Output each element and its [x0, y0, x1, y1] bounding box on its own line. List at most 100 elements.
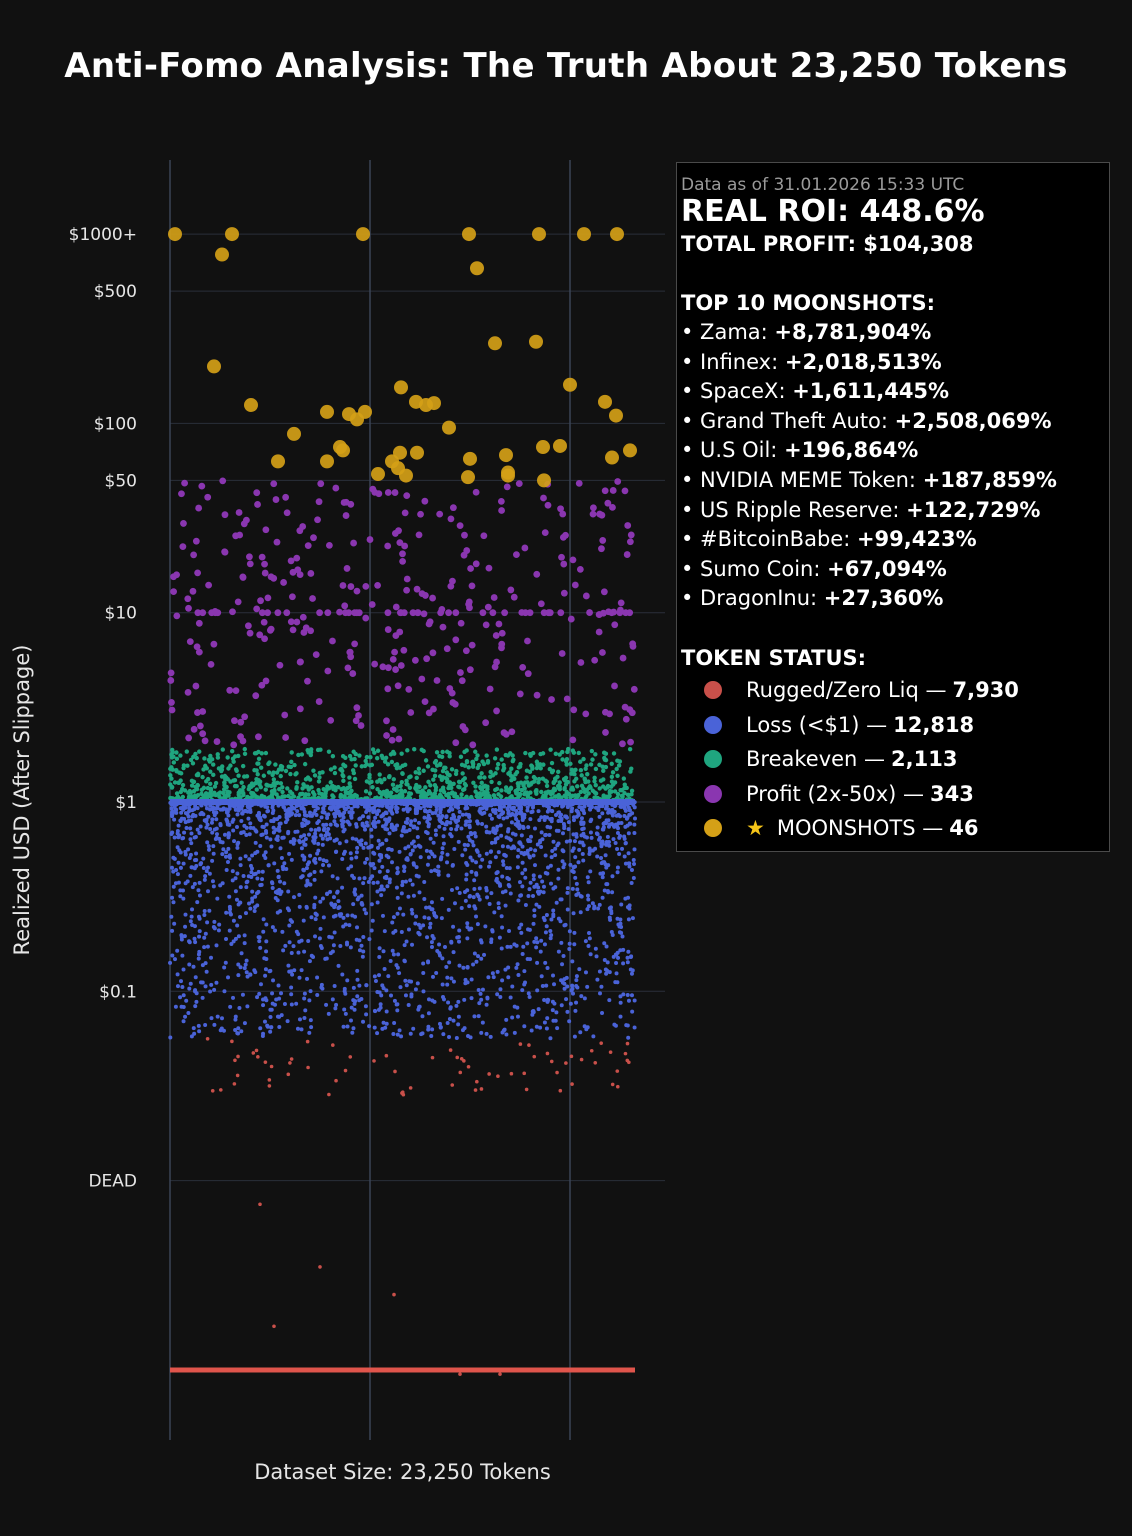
loss-point: [586, 904, 591, 909]
breakeven-point: [452, 791, 458, 796]
loss-point: [366, 804, 371, 809]
loss-point: [300, 824, 305, 829]
loss-point: [632, 831, 637, 836]
profit-point: [586, 609, 593, 616]
loss-point: [250, 896, 255, 901]
loss-point: [632, 862, 637, 867]
loss-point: [313, 917, 318, 922]
loss-point: [540, 879, 545, 884]
profit-point: [493, 707, 500, 715]
loss-point: [169, 865, 174, 870]
loss-point: [276, 874, 281, 879]
loss-point: [315, 975, 320, 980]
loss-point: [454, 1003, 459, 1008]
profit-point: [258, 681, 266, 689]
loss-point: [421, 970, 426, 975]
loss-point: [630, 916, 635, 921]
loss-point: [578, 910, 583, 915]
loss-point: [476, 988, 481, 993]
loss-point: [350, 1030, 355, 1035]
profit-point: [407, 709, 415, 716]
loss-point: [181, 1019, 186, 1024]
loss-point: [449, 887, 454, 892]
loss-point: [554, 1010, 559, 1015]
loss-point: [569, 809, 574, 814]
data-date: Data as of 31.01.2026 15:33 UTC: [681, 175, 965, 195]
loss-point: [567, 1019, 572, 1024]
loss-point: [556, 828, 561, 833]
breakeven-point: [353, 751, 358, 757]
loss-point: [449, 940, 454, 945]
loss-point: [620, 934, 625, 939]
breakeven-point: [400, 771, 405, 776]
breakeven-point: [203, 791, 209, 796]
profit-point: [384, 542, 392, 550]
loss-point: [465, 819, 470, 824]
breakeven-point: [272, 787, 277, 793]
loss-point: [364, 911, 369, 916]
loss-point: [440, 820, 445, 825]
loss-point: [299, 1027, 304, 1032]
loss-point: [297, 813, 302, 818]
profit-point: [355, 712, 362, 719]
profit-point: [495, 620, 503, 628]
loss-point: [199, 861, 204, 866]
loss-point: [465, 843, 470, 848]
loss-point: [308, 1018, 313, 1023]
loss-point: [212, 1022, 217, 1027]
loss-point: [308, 810, 313, 815]
loss-point: [348, 1018, 353, 1023]
profit-point: [296, 571, 304, 579]
breakeven-point: [372, 750, 377, 755]
profit-point: [189, 587, 197, 595]
loss-point: [337, 841, 342, 846]
breakeven-point: [377, 789, 382, 795]
loss-point: [426, 959, 431, 964]
loss-point: [573, 1008, 578, 1013]
loss-point: [581, 831, 586, 836]
profit-point: [276, 661, 284, 669]
loss-point: [421, 961, 426, 966]
profit-point: [472, 488, 480, 496]
breakeven-point: [491, 793, 497, 798]
breakeven-point: [212, 784, 218, 789]
loss-point: [307, 873, 312, 878]
loss-point: [480, 987, 485, 992]
loss-point: [538, 949, 543, 954]
loss-point: [500, 890, 505, 895]
breakeven-point: [352, 792, 358, 798]
loss-point: [460, 1028, 465, 1033]
moonshot-item: • Sumo Coin: +67,094%: [681, 556, 947, 581]
loss-point: [426, 916, 431, 921]
loss-point: [526, 825, 531, 830]
loss-point: [196, 956, 201, 961]
loss-point: [316, 819, 321, 824]
loss-point: [403, 879, 408, 884]
breakeven-point: [194, 755, 199, 761]
loss-point: [597, 902, 602, 907]
loss-point: [355, 994, 360, 999]
loss-point: [210, 807, 215, 812]
loss-point: [395, 1002, 400, 1007]
loss-point: [290, 972, 295, 977]
breakeven-point: [229, 748, 235, 754]
rugged-point: [549, 1059, 554, 1064]
loss-point: [241, 874, 246, 879]
loss-point: [194, 991, 199, 996]
loss-point: [626, 1035, 631, 1040]
loss-point: [473, 834, 478, 839]
profit-point: [196, 722, 204, 730]
loss-point: [297, 975, 302, 980]
loss-point: [579, 816, 584, 821]
loss-point: [420, 1014, 425, 1019]
loss-point: [176, 860, 181, 865]
breakeven-point: [538, 766, 543, 771]
breakeven-point: [258, 765, 264, 770]
loss-point: [236, 962, 241, 967]
loss-point: [290, 805, 295, 810]
breakeven-point: [609, 774, 615, 780]
profit-point: [384, 626, 392, 633]
breakeven-point: [518, 780, 524, 785]
loss-point: [289, 985, 294, 990]
